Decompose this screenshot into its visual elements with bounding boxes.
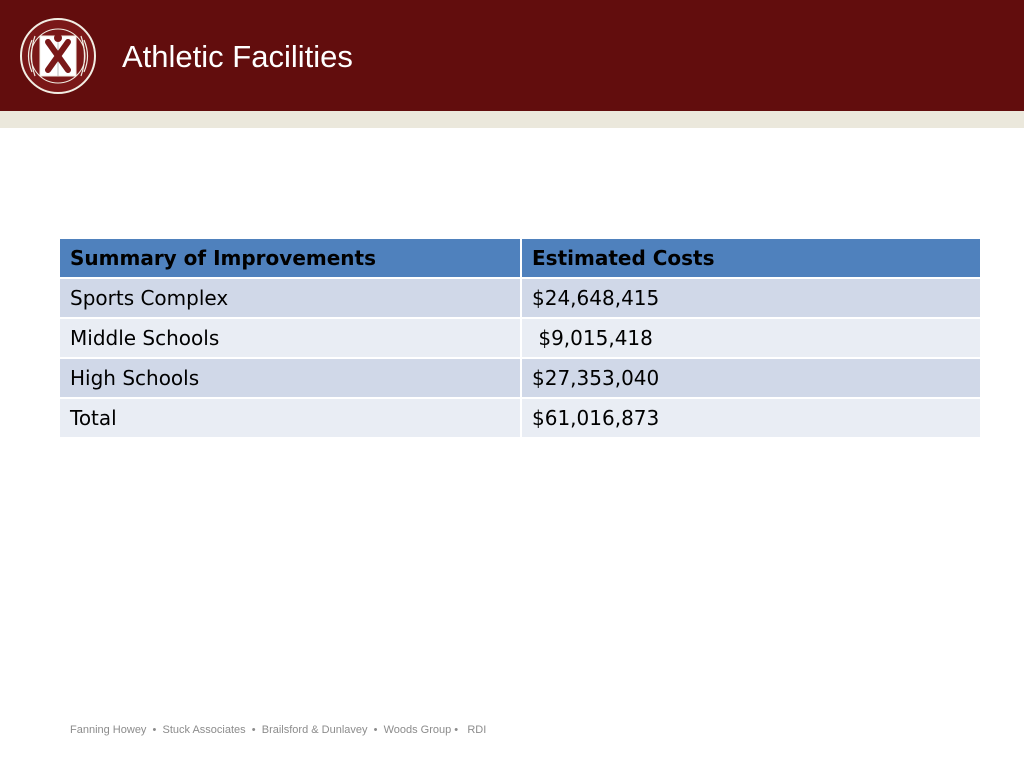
table-cell: $61,016,873 <box>521 398 982 439</box>
table-row: High Schools $27,353,040 <box>60 358 982 399</box>
table-cell: $9,015,418 <box>521 318 982 359</box>
footer-credits: Fanning Howey • Stuck Associates • Brail… <box>70 724 487 736</box>
column-header-improvements: Summary of Improvements <box>60 239 522 279</box>
table-row: Total $61,016,873 <box>60 398 982 439</box>
table-row: Middle Schools $9,015,418 <box>60 318 982 359</box>
summary-table: Summary of Improvements Estimated Costs … <box>60 239 982 439</box>
table-header-row: Summary of Improvements Estimated Costs <box>60 239 982 279</box>
header-accent-strip <box>0 111 1024 128</box>
title-bar: Athletic Facilities <box>0 0 1024 111</box>
table-cell: Total <box>60 398 522 439</box>
page-title: Athletic Facilities <box>122 39 353 74</box>
column-header-costs: Estimated Costs <box>521 239 982 279</box>
table-cell: Sports Complex <box>60 278 522 319</box>
table-row: Sports Complex $24,648,415 <box>60 278 982 319</box>
school-district-logo <box>20 18 96 94</box>
table-cell: High Schools <box>60 358 522 399</box>
table-cell: Middle Schools <box>60 318 522 359</box>
table-cell: $27,353,040 <box>521 358 982 399</box>
table-cell: $24,648,415 <box>521 278 982 319</box>
